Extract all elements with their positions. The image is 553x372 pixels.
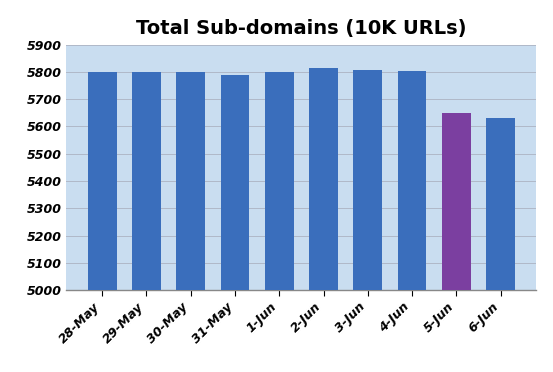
Bar — [265, 72, 294, 372]
Bar — [486, 118, 515, 372]
Bar — [176, 72, 205, 372]
Bar — [398, 71, 426, 372]
Bar — [442, 113, 471, 372]
Bar — [132, 72, 161, 372]
Bar — [353, 70, 382, 372]
Title: Total Sub-domains (10K URLs): Total Sub-domains (10K URLs) — [136, 19, 467, 38]
Bar — [309, 68, 338, 372]
Bar — [221, 75, 249, 372]
Bar — [88, 72, 117, 372]
